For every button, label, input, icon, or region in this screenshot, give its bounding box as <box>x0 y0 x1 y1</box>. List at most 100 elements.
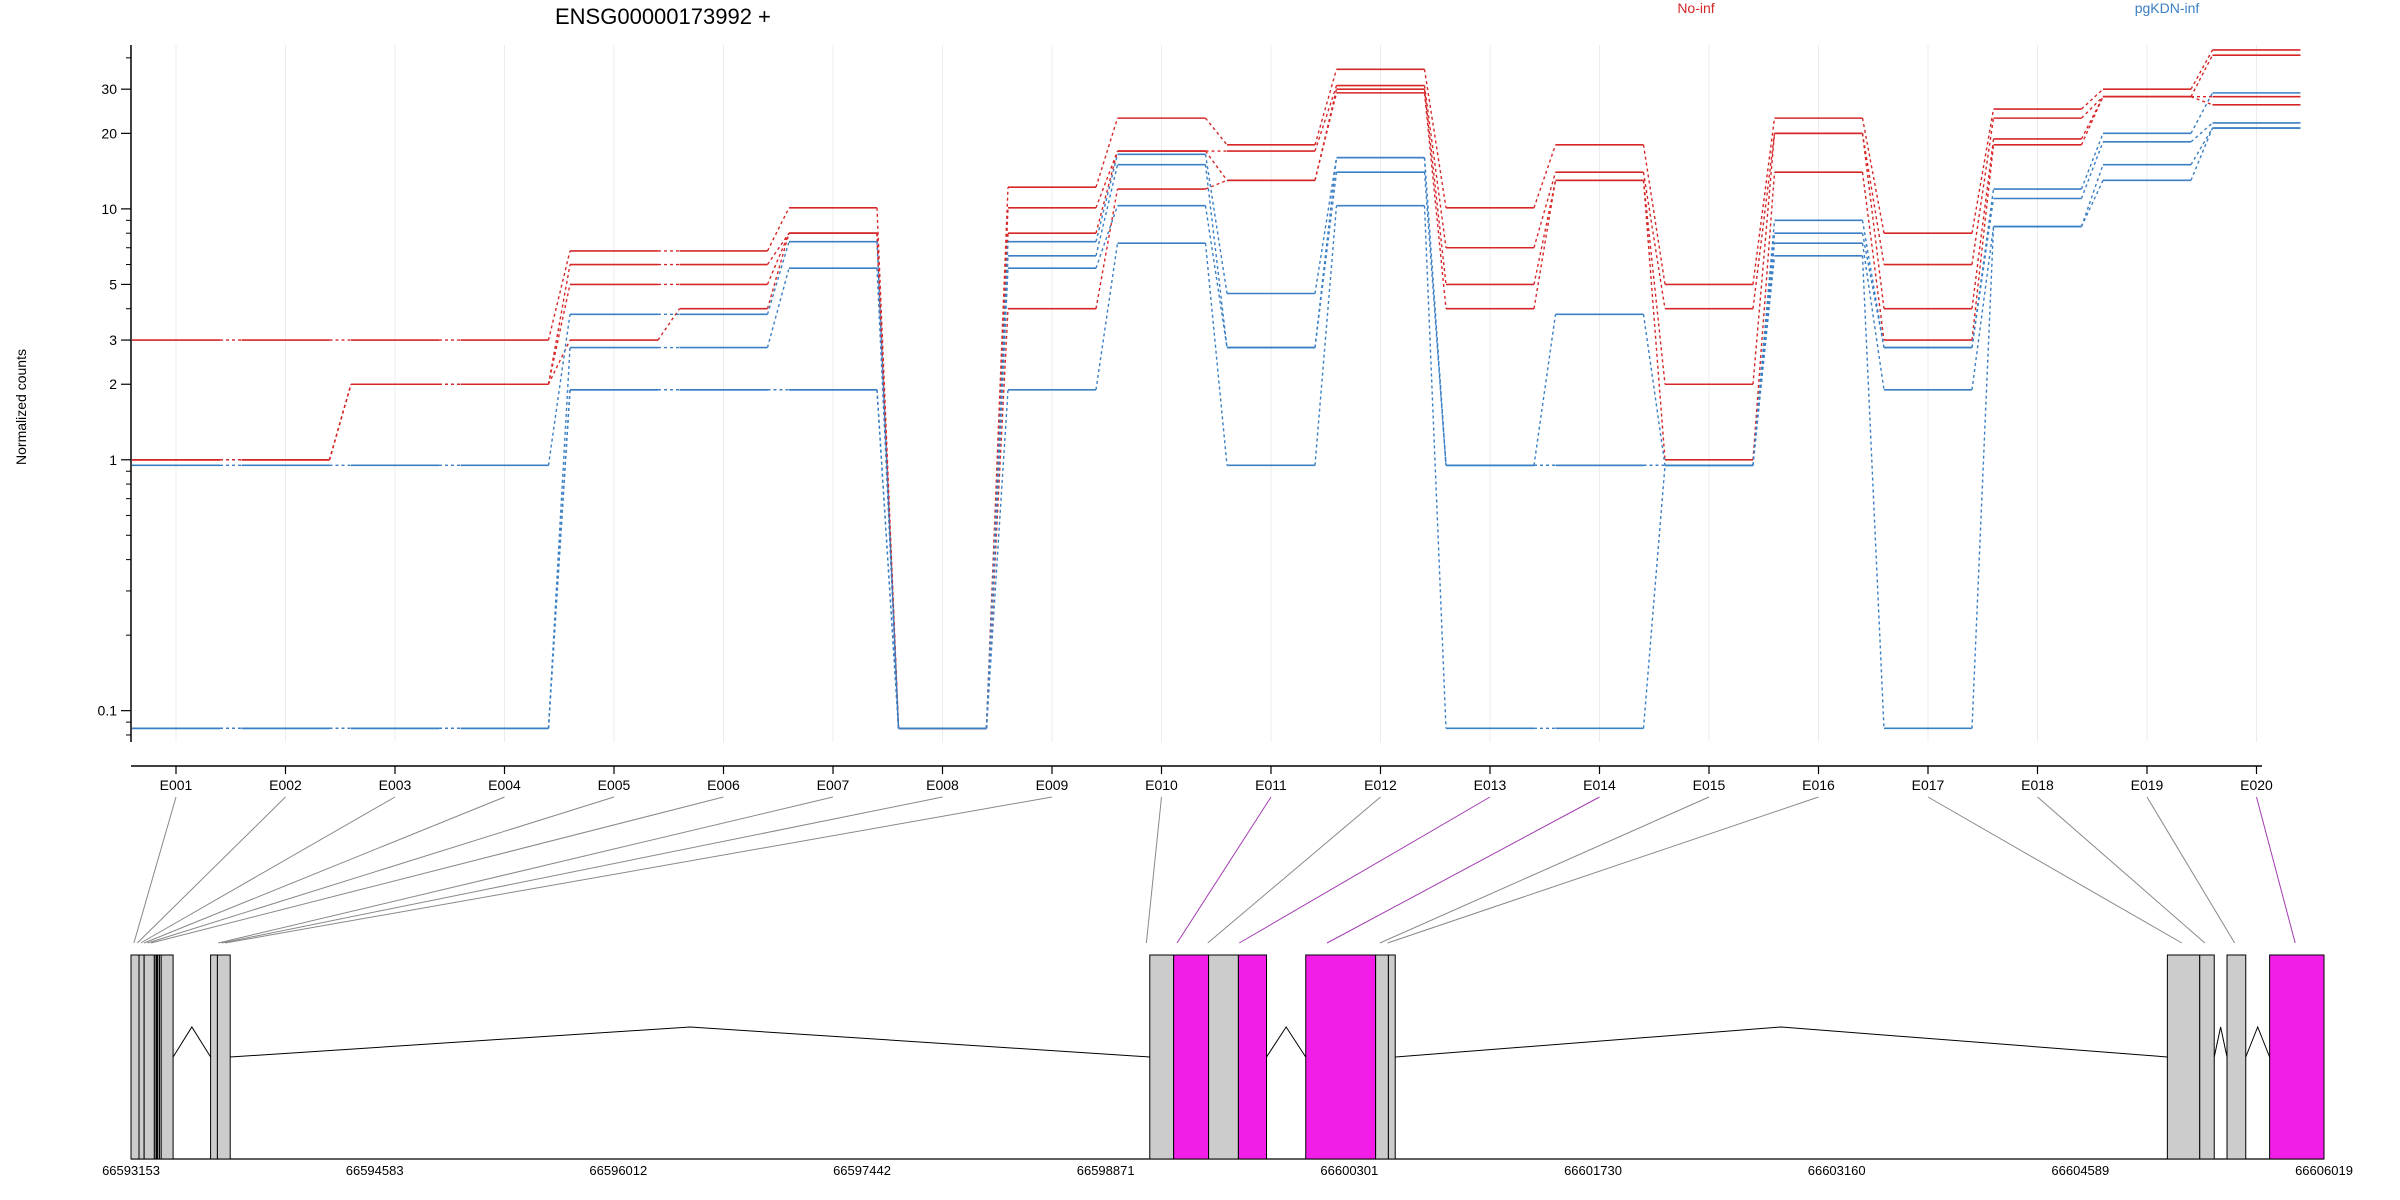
x-tick-label: E003 <box>379 777 412 793</box>
x-tick-label: E014 <box>1583 777 1616 793</box>
series-connector <box>2080 141 2104 199</box>
exon-link-line <box>1379 796 1710 944</box>
genomic-tick-label: 66597442 <box>833 1163 891 1178</box>
grid-layer <box>175 45 2257 742</box>
series-connector <box>876 389 900 729</box>
exon-link-line <box>2256 796 2296 944</box>
exon-link-line <box>133 796 177 944</box>
series-connector <box>547 347 571 729</box>
exon-link-line <box>2037 796 2206 944</box>
exon-link-line <box>1176 796 1272 944</box>
x-tick-label: E011 <box>1255 777 1287 793</box>
y-tick-label: 1 <box>109 452 117 468</box>
series-connector <box>1533 180 1557 309</box>
series-connector <box>1095 243 1119 390</box>
genomic-tick-label: 66604589 <box>2051 1163 2109 1178</box>
y-axis-label: Normalized counts <box>13 349 29 465</box>
x-tick-label: E004 <box>488 777 521 793</box>
y-tick-label: 10 <box>101 201 117 217</box>
intron-connector <box>172 1026 212 1058</box>
intron-connector <box>230 1026 1150 1058</box>
gene-model-layer <box>130 954 2325 1160</box>
x-tick-label: E013 <box>1474 777 1507 793</box>
series-connector <box>2190 92 2214 134</box>
series-connector <box>1095 117 1119 188</box>
x-tick-label: E005 <box>598 777 631 793</box>
link-layer <box>133 796 2296 944</box>
series-connector <box>1752 172 1776 460</box>
series-layer <box>132 49 2301 730</box>
series-connector <box>1204 164 1228 348</box>
exon-box-highlighted <box>2269 954 2325 1160</box>
xtick-layer: E001 E002 E003 E004 E005 E006 E007 E008 E009 E010… <box>160 766 2273 793</box>
exon-box <box>216 954 231 1160</box>
exon-box <box>210 954 218 1160</box>
series-connector <box>1423 85 1447 248</box>
series-connector <box>1423 69 1447 208</box>
series-connector <box>1642 180 1666 385</box>
exon-link-line <box>140 796 396 944</box>
y-tick-label: 20 <box>101 125 117 141</box>
exon-link-line <box>150 796 724 944</box>
series-connector <box>1314 69 1338 146</box>
series-connector <box>1095 150 1119 234</box>
series-connector <box>1533 144 1557 209</box>
exon-box-highlighted <box>1305 954 1377 1160</box>
x-tick-label: E009 <box>1036 777 1069 793</box>
axes-layer <box>130 45 2262 767</box>
series-connector <box>1861 172 1885 341</box>
series-connector <box>1971 144 1995 341</box>
series-connector <box>1642 314 1666 466</box>
exon-link-line <box>143 796 505 944</box>
intron-connector <box>2213 1026 2228 1058</box>
exon-box <box>160 954 174 1160</box>
exon-box <box>2166 954 2201 1160</box>
intron-connector <box>1395 1026 2168 1058</box>
x-tick-label: E008 <box>926 777 959 793</box>
series-connector <box>2080 133 2104 190</box>
series-connector <box>2080 96 2104 140</box>
series-connector <box>2080 180 2104 227</box>
series-connector <box>985 268 1009 729</box>
series-connector <box>2080 96 2104 146</box>
exon-box-highlighted <box>1237 954 1268 1160</box>
series-connector <box>1095 150 1119 209</box>
series-connector <box>547 250 571 341</box>
series-connector <box>547 284 571 385</box>
x-tick-label: E001 <box>160 777 193 793</box>
series-connector <box>876 233 900 729</box>
series-connector <box>1314 85 1338 152</box>
series-connector <box>2190 127 2214 181</box>
genomic-tick-label: 66593153 <box>102 1163 160 1178</box>
series-connector <box>1095 164 1119 256</box>
series-connector <box>766 207 790 252</box>
series-connector <box>985 308 1009 729</box>
y-tick-label: 3 <box>109 332 117 348</box>
series-connector <box>2190 49 2214 90</box>
exon-link-line <box>2146 796 2236 944</box>
intron-connector <box>2245 1025 2271 1058</box>
exon-box <box>1149 954 1175 1160</box>
intron-connector <box>1266 1026 1307 1058</box>
exon-box <box>138 954 145 1160</box>
exon-link-line <box>1207 796 1381 944</box>
series-connector <box>1752 255 1776 466</box>
series-connector <box>1971 118 1995 265</box>
series-connector <box>1752 118 1776 285</box>
x-tick-label: E017 <box>1912 777 1945 793</box>
exon-box-highlighted <box>1173 954 1210 1160</box>
series-connector <box>2190 122 2213 143</box>
chart-title: ENSG00000173992 + <box>555 4 771 29</box>
series-connector <box>1861 243 1885 390</box>
series-connector <box>766 268 790 348</box>
exon-link-line <box>1387 796 1819 944</box>
series-connector <box>1423 205 1447 729</box>
genomic-tick-label: 66594583 <box>346 1163 404 1178</box>
exon-link-line <box>1145 796 1162 944</box>
series-connector <box>1861 255 1885 729</box>
series-connector <box>1205 179 1228 190</box>
series-connector <box>1095 188 1119 309</box>
exon-box <box>143 954 155 1160</box>
series-connector <box>1752 133 1776 309</box>
y-tick-label: 30 <box>101 81 117 97</box>
